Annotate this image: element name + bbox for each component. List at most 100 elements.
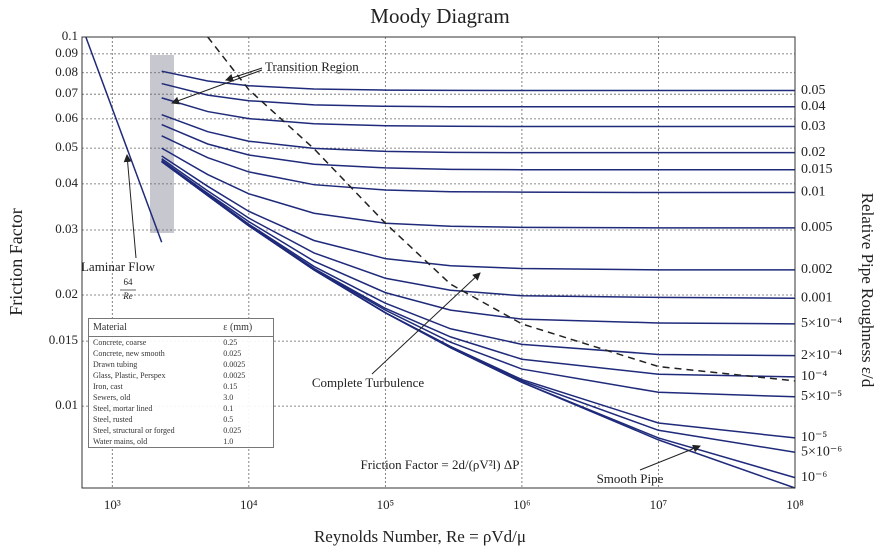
table-row: Concrete, new smooth 0.025	[89, 348, 273, 359]
x-tick-label: 10⁶	[513, 497, 531, 512]
table-cell: 0.025	[223, 349, 242, 358]
arrow	[171, 69, 263, 105]
table: Material ε (mm) Concrete, coarse 0.25 Concr…	[89, 319, 273, 447]
y-tick-label: 0.06	[55, 110, 78, 125]
table-row: Concrete, coarse 0.25	[89, 337, 273, 349]
table-body: Concrete, coarse 0.25 Concrete, new smooth…	[89, 337, 273, 448]
transition-label: Transition Region	[265, 59, 359, 74]
complete-turbulence-label: Complete Turbulence	[312, 375, 425, 390]
roughness-label: 0.005	[801, 220, 833, 235]
x-tick-label: 10⁴	[240, 497, 258, 512]
series-line	[161, 158, 796, 299]
table-row: Steel, rusted 0.5	[89, 414, 273, 425]
roughness-label: 0.002	[801, 262, 833, 277]
roughness-label: 5×10⁻⁵	[801, 389, 842, 404]
table-cell: Glass, Plastic, Perspex	[93, 371, 166, 380]
material-table: Material ε (mm) Concrete, coarse 0.25 Concr…	[88, 318, 274, 448]
x-axis-label: Reynolds Number, Re = ρVd/μ	[314, 527, 526, 546]
x-tick-label: 10⁵	[377, 497, 395, 512]
laminar-formula-num: 64	[124, 277, 134, 287]
table-cell: Water mains, old	[93, 437, 148, 446]
table-row: Water mains, old 1.0	[89, 436, 273, 447]
table-row: Sewers, old 3.0	[89, 392, 273, 403]
series-line	[161, 82, 795, 108]
y2-axis-label: Relative Pipe Roughness ε/d	[858, 193, 877, 388]
series-line	[161, 159, 796, 325]
y-tick-label: 0.01	[55, 397, 78, 412]
table-cell: 0.15	[223, 382, 238, 391]
series-line	[161, 160, 796, 489]
table-cell: Concrete, coarse	[93, 338, 147, 347]
table-cell: 0.1	[223, 404, 234, 413]
roughness-label: 0.04	[801, 99, 826, 114]
roughness-label: 0.01	[801, 185, 826, 200]
x-tick-label: 10⁷	[650, 497, 668, 512]
series-line	[161, 135, 795, 194]
series-line	[161, 113, 795, 154]
arrow	[639, 444, 701, 471]
roughness-label: 0.015	[801, 162, 833, 177]
table-header-cell: Material	[89, 319, 220, 337]
series-line	[161, 97, 795, 128]
curves	[85, 36, 796, 489]
roughness-label: 10⁻⁴	[801, 369, 827, 384]
table-cell: Steel, structural or forged	[93, 426, 175, 435]
table-row: Drawn tubing 0.0025	[89, 359, 273, 370]
table-header: Material ε (mm)	[89, 319, 273, 337]
table-cell: 0.0025	[223, 371, 246, 380]
y-tick-label: 0.07	[55, 85, 78, 100]
roughness-label: 5×10⁻⁶	[801, 444, 842, 459]
y-tick-label: 0.02	[55, 286, 78, 301]
y-tick-label: 0.05	[55, 139, 78, 154]
series-line	[161, 123, 795, 171]
laminar-formula-den: Re	[122, 291, 133, 301]
table-cell: 0.0025	[223, 360, 246, 369]
table-cell: Iron, cast	[93, 382, 123, 391]
table-row: Iron, cast 0.15	[89, 381, 273, 392]
y-tick-label: 0.1	[62, 28, 78, 43]
table-row: Steel, structural or forged 0.025	[89, 425, 273, 436]
table-cell: Steel, mortar lined	[93, 404, 153, 413]
y-tick-label: 0.015	[49, 332, 78, 347]
roughness-label: 0.02	[801, 145, 826, 160]
series-line	[161, 70, 795, 92]
table-cell: 0.5	[223, 415, 234, 424]
table-cell: 0.025	[223, 426, 242, 435]
table-cell: Sewers, old	[93, 393, 131, 402]
smooth-pipe-label: Smooth Pipe	[597, 471, 664, 486]
roughness-label: 0.05	[801, 83, 826, 98]
table-header-cell: ε (mm)	[219, 319, 273, 337]
formula: Friction Factor = 2d/(ρV²l) ΔP	[361, 457, 520, 472]
table-cell: Drawn tubing	[93, 360, 138, 369]
roughness-label: 0.03	[801, 119, 826, 134]
x-tick-label: 10³	[104, 497, 121, 512]
table-row: Steel, mortar lined 0.1	[89, 403, 273, 414]
table-cell: 1.0	[223, 437, 234, 446]
roughness-label: 10⁻⁵	[801, 430, 827, 445]
roughness-label: 0.001	[801, 290, 833, 305]
roughness-label: 10⁻⁶	[801, 470, 827, 485]
y-axis-label: Friction Factor	[6, 208, 26, 315]
arrow	[371, 272, 481, 375]
plot-frame	[81, 36, 796, 489]
y-tick-label: 0.08	[55, 64, 78, 79]
table-cell: Steel, rusted	[93, 415, 133, 424]
arrow	[123, 154, 137, 259]
series-line	[85, 36, 163, 243]
y-tick-label: 0.04	[55, 175, 78, 190]
roughness-label: 5×10⁻⁴	[801, 316, 842, 331]
arrow	[225, 67, 263, 82]
series-line	[207, 36, 796, 382]
y-tick-label: 0.09	[55, 45, 78, 60]
roughness-label: 2×10⁻⁴	[801, 348, 842, 363]
y-tick-label: 0.03	[55, 221, 78, 236]
table-cell: 0.25	[223, 338, 238, 347]
x-tick-label: 10⁸	[786, 497, 804, 512]
laminar-label: Laminar Flow	[81, 259, 156, 274]
chart-title: Moody Diagram	[370, 4, 509, 28]
table-row: Glass, Plastic, Perspex 0.0025	[89, 370, 273, 381]
series-line	[161, 155, 795, 271]
table-cell: Concrete, new smooth	[93, 349, 165, 358]
